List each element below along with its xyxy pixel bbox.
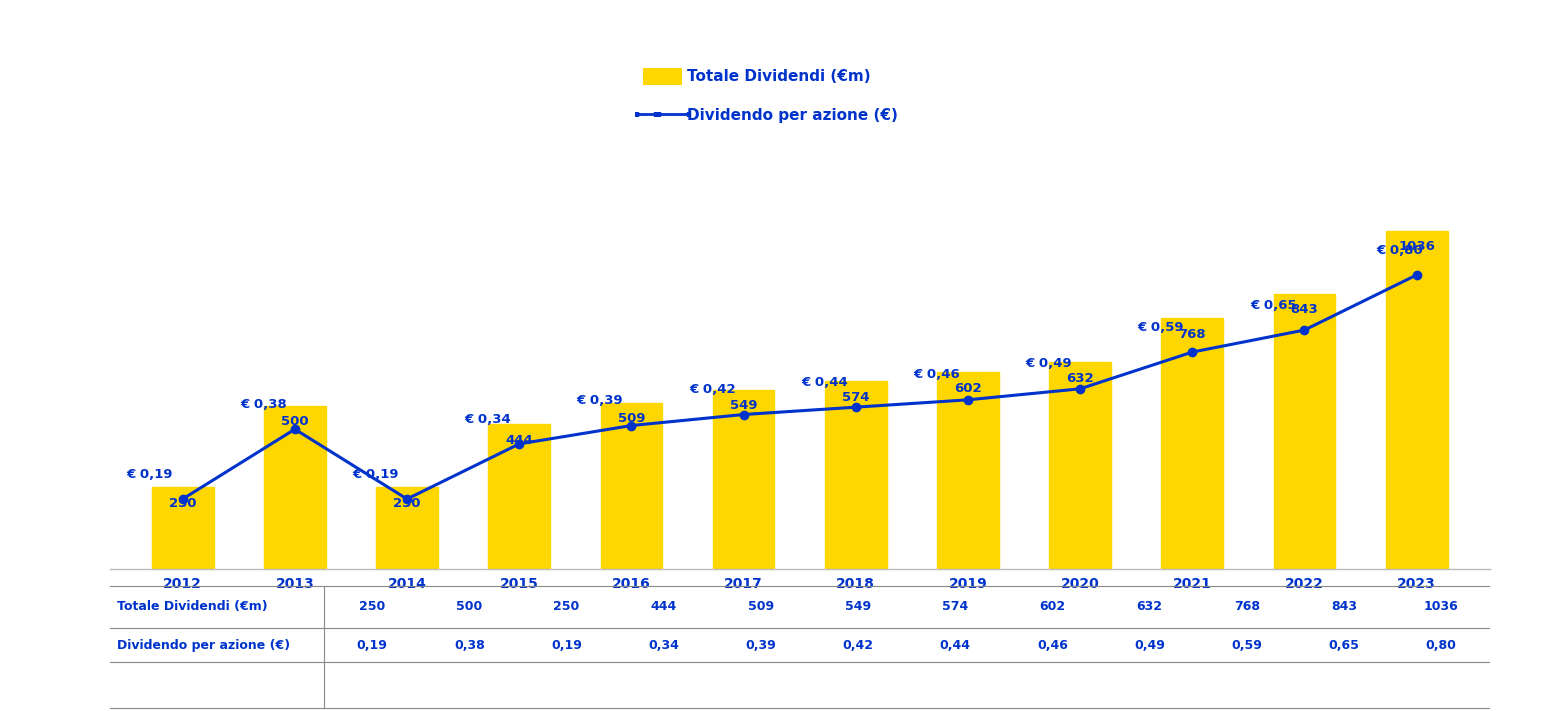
Bar [938, 373, 999, 569]
Text: € 0,42: € 0,42 [688, 383, 735, 396]
Text: 549: 549 [845, 600, 872, 613]
Text: 0,39: 0,39 [745, 638, 776, 651]
Bar [1162, 318, 1223, 569]
Bar [263, 405, 326, 569]
Text: 0,49: 0,49 [1134, 638, 1165, 651]
Bar [1049, 363, 1112, 569]
Bar [488, 424, 550, 569]
Text: 602: 602 [955, 382, 982, 395]
Text: 250: 250 [359, 600, 386, 613]
Bar [376, 487, 437, 569]
Text: 0,44: 0,44 [939, 638, 971, 651]
Text: € 0,49: € 0,49 [1025, 358, 1073, 370]
Text: € 0,80: € 0,80 [1377, 244, 1424, 257]
Text: Dividendo per azione (€): Dividendo per azione (€) [687, 107, 897, 123]
Text: 444: 444 [505, 434, 533, 447]
Text: 250: 250 [554, 600, 580, 613]
Text: 768: 768 [1179, 328, 1206, 341]
Text: 549: 549 [729, 400, 757, 412]
Text: 250: 250 [394, 497, 420, 510]
Text: € 0,19: € 0,19 [353, 468, 398, 481]
Text: 444: 444 [651, 600, 677, 613]
Text: 0,65: 0,65 [1328, 638, 1359, 651]
Text: 0,38: 0,38 [455, 638, 485, 651]
Text: 0,42: 0,42 [842, 638, 873, 651]
Text: 0,46: 0,46 [1036, 638, 1068, 651]
Bar [825, 381, 886, 569]
Text: Totale Dividendi (€m): Totale Dividendi (€m) [116, 600, 267, 613]
Text: € 0,39: € 0,39 [577, 394, 624, 407]
Bar [713, 390, 775, 569]
Text: 0,59: 0,59 [1231, 638, 1262, 651]
Text: 250: 250 [169, 497, 196, 510]
Text: 509: 509 [748, 600, 775, 613]
Text: € 0,44: € 0,44 [801, 376, 848, 389]
Text: € 0,46: € 0,46 [913, 368, 960, 381]
Text: 0,34: 0,34 [648, 638, 679, 651]
Text: 1036: 1036 [1424, 600, 1458, 613]
Text: 500: 500 [456, 600, 483, 613]
Text: € 0,34: € 0,34 [464, 412, 511, 425]
Text: 632: 632 [1066, 373, 1094, 385]
Text: 843: 843 [1331, 600, 1356, 613]
Text: 574: 574 [842, 391, 870, 404]
Text: € 0,38: € 0,38 [240, 398, 287, 411]
Text: 602: 602 [1040, 600, 1065, 613]
Text: 843: 843 [1290, 304, 1319, 316]
Text: 500: 500 [281, 415, 309, 428]
Text: 1036: 1036 [1399, 240, 1435, 253]
Text: 0,19: 0,19 [550, 638, 582, 651]
Text: € 0,65: € 0,65 [1250, 299, 1297, 311]
Text: € 0,59: € 0,59 [1138, 321, 1184, 333]
Text: 0,80: 0,80 [1425, 638, 1457, 651]
Text: 768: 768 [1234, 600, 1259, 613]
Bar [1386, 230, 1447, 569]
Text: 509: 509 [618, 412, 644, 425]
Text: 574: 574 [942, 600, 969, 613]
Text: Totale Dividendi (€m): Totale Dividendi (€m) [687, 68, 870, 84]
Text: € 0,19: € 0,19 [125, 468, 172, 481]
Bar [1273, 294, 1336, 569]
Text: Dividendo per azione (€): Dividendo per azione (€) [116, 638, 290, 651]
Bar [601, 402, 662, 569]
Bar [152, 487, 213, 569]
Text: 632: 632 [1137, 600, 1162, 613]
Text: 0,19: 0,19 [358, 638, 387, 651]
